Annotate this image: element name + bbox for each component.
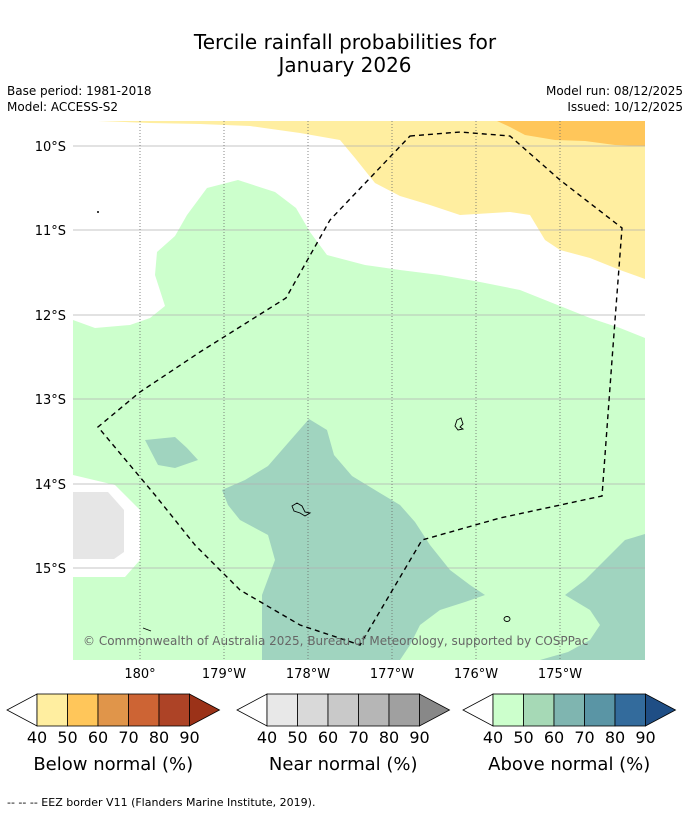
- colorbar-tick-label: 40: [257, 728, 277, 747]
- island-south: [503, 616, 511, 622]
- colorbar-over-arrow: [419, 693, 451, 727]
- colorbar-tick-label: 60: [88, 728, 108, 747]
- colorbar-cell: [128, 693, 160, 727]
- colorbar-under-arrow: [236, 693, 268, 727]
- issued-date: Issued: 10/12/2025: [567, 100, 683, 114]
- colorbar-tick-label: 70: [574, 728, 594, 747]
- above-normal-50-60-region-main: [222, 419, 485, 660]
- title-line-2: January 2026: [278, 53, 412, 77]
- colorbar-tick-label: 80: [379, 728, 399, 747]
- colorbar-under-arrow: [462, 693, 494, 727]
- colorbar-title: Near normal (%): [269, 754, 418, 775]
- colorbar-cell: [97, 693, 129, 727]
- map-area: © Commonwealth of Australia 2025, Bureau…: [73, 121, 645, 660]
- colorbar-tick-label: 50: [57, 728, 77, 747]
- colorbar-tick-label: 90: [179, 728, 199, 747]
- colorbar-cell: [327, 693, 359, 727]
- colorbar-cell: [36, 693, 68, 727]
- colorbar-under-arrow: [6, 693, 38, 727]
- colorbar-title: Below normal (%): [33, 754, 193, 775]
- colorbar-cell: [67, 693, 99, 727]
- colorbar-tick-label: 40: [27, 728, 47, 747]
- colorbar-cell: [523, 693, 555, 727]
- footnote: -- -- -- EEZ border V11 (Flanders Marine…: [7, 796, 316, 809]
- colorbar-over-arrow: [189, 693, 221, 727]
- colorbar-tick-label: 70: [348, 728, 368, 747]
- above-normal-50-60-region-east: [540, 534, 645, 660]
- eez-border: [97, 131, 623, 646]
- meta-left: Base period: 1981-2018 Model: ACCESS-S2: [7, 83, 152, 115]
- colorbar-cell: [388, 693, 420, 727]
- lon-label: 176°W: [454, 667, 498, 682]
- above-normal-40-50-region: [73, 180, 645, 660]
- colorbar-tick-label: 90: [409, 728, 429, 747]
- near-normal-40-50-region: [73, 492, 124, 559]
- colorbar-2: 40 50 60 70 80 90 Above normal (%): [462, 693, 677, 775]
- map-title: Tercile rainfall probabilities for Janua…: [0, 31, 690, 77]
- lon-label: 179°W: [202, 667, 246, 682]
- lat-label: 11°S: [35, 224, 66, 239]
- colorbar-cell: [158, 693, 190, 727]
- base-period: Base period: 1981-2018: [7, 84, 152, 98]
- colorbar-tick-label: 40: [483, 728, 503, 747]
- colorbar-cell: [614, 693, 646, 727]
- colorbar-cell: [266, 693, 298, 727]
- lat-label: 12°S: [35, 309, 66, 324]
- colorbar-cell: [297, 693, 329, 727]
- lon-label: 177°W: [370, 667, 414, 682]
- colorbar-cell: [492, 693, 524, 727]
- colorbar-1: 40 50 60 70 80 90 Near normal (%): [236, 693, 451, 775]
- colorbar-cell: [358, 693, 390, 727]
- colorbar-over-arrow: [645, 693, 677, 727]
- island-central: [291, 502, 312, 517]
- island-north-dot: [97, 211, 99, 213]
- lon-label: 175°W: [538, 667, 582, 682]
- lat-label: 13°S: [35, 393, 66, 408]
- model-run: Model run: 08/12/2025: [545, 84, 683, 98]
- lat-label: 15°S: [35, 562, 66, 577]
- colorbar-tick-label: 80: [605, 728, 625, 747]
- colorbar-tick-label: 70: [118, 728, 138, 747]
- colorbar-tick-label: 60: [544, 728, 564, 747]
- latitude-gridlines: [73, 145, 645, 569]
- meta-right: Model run: 08/12/2025 Issued: 10/12/2025: [546, 83, 683, 115]
- colorbar-0: 40 50 60 70 80 90 Below normal (%): [6, 693, 221, 775]
- title-line-1: Tercile rainfall probabilities for: [193, 30, 497, 54]
- copyright-text: © Commonwealth of Australia 2025, Bureau…: [83, 634, 588, 648]
- longitude-labels: 180° 179°W 178°W 177°W 176°W 175°W: [124, 667, 582, 682]
- colorbar-cell: [584, 693, 616, 727]
- colorbar-title: Above normal (%): [488, 754, 650, 775]
- lat-label: 10°S: [35, 140, 66, 155]
- model-name: Model: ACCESS-S2: [7, 100, 119, 114]
- lon-label: 178°W: [286, 667, 330, 682]
- colorbar-tick-label: 60: [318, 728, 338, 747]
- island-east: [454, 417, 465, 431]
- colorbar-tick-label: 50: [287, 728, 307, 747]
- colorbars: 40 50 60 70 80 90 Below normal (%) 40 50 60 70 80 90…: [6, 693, 677, 775]
- latitude-labels: 10°S 11°S 12°S 13°S 14°S 15°S: [35, 140, 66, 577]
- colorbar-tick-label: 50: [513, 728, 533, 747]
- below-normal-40-50-region: [98, 121, 645, 279]
- above-normal-50-60-region-west: [145, 437, 198, 468]
- colorbar-tick-label: 80: [149, 728, 169, 747]
- below-normal-50-60-region: [497, 121, 645, 146]
- lat-label: 14°S: [35, 478, 66, 493]
- colorbar-tick-label: 90: [635, 728, 655, 747]
- island-southwest: [142, 627, 152, 632]
- colorbar-cell: [553, 693, 585, 727]
- lon-label: 180°: [124, 667, 155, 682]
